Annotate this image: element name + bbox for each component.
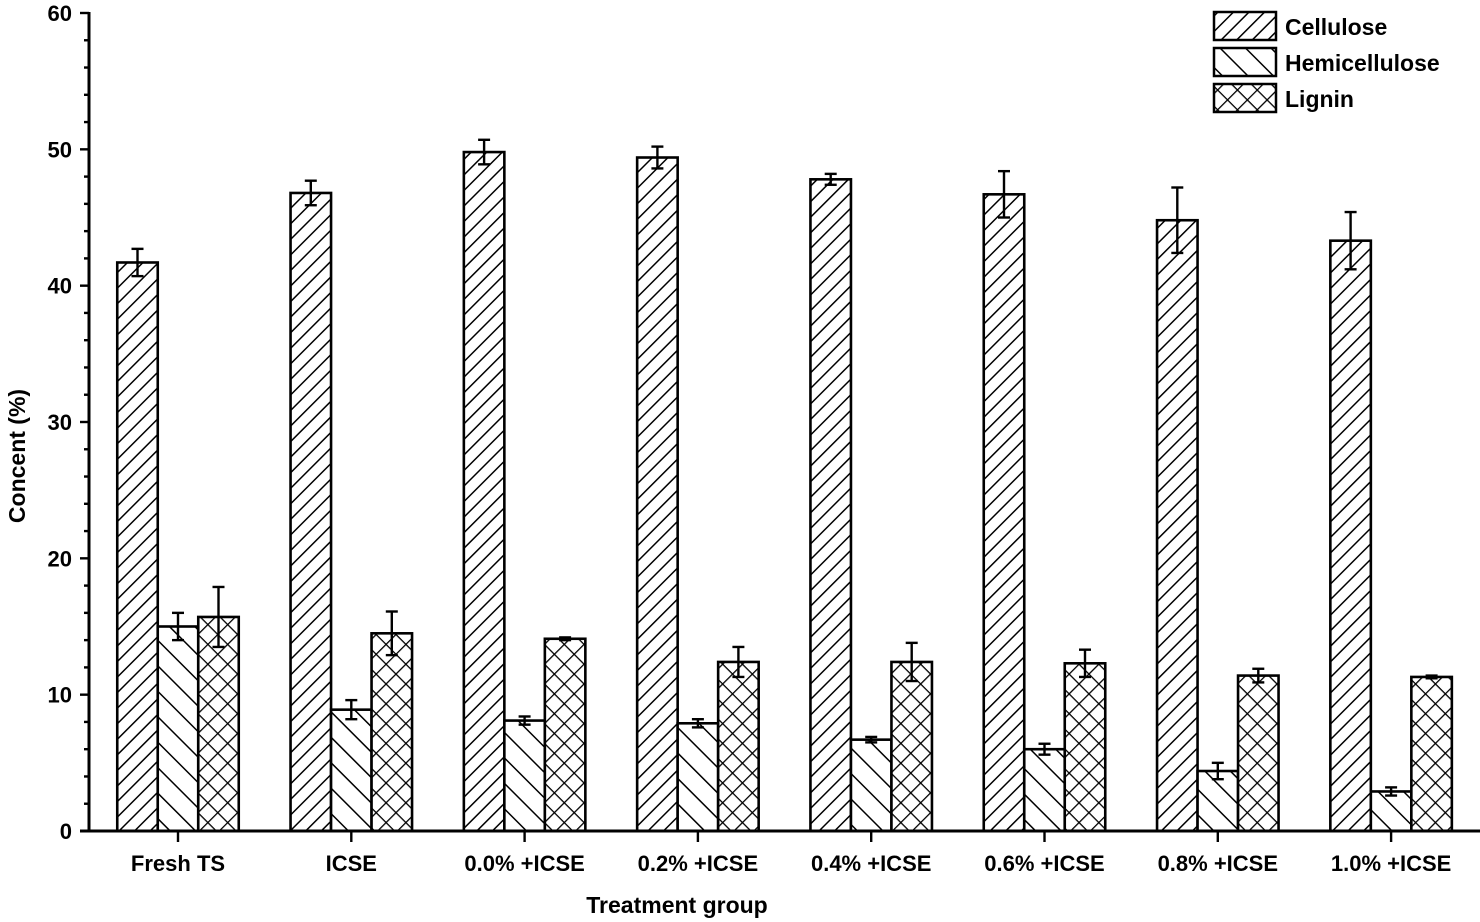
error-bar-cellulose xyxy=(304,179,317,207)
bar-hemicellulose xyxy=(329,708,373,833)
bar-lignin xyxy=(1063,662,1107,833)
bar-lignin xyxy=(370,632,414,833)
x-ticks: Fresh TS ICSE 0.0% +ICSE 0.2% +ICSE 0.4% +IC… xyxy=(131,831,1451,876)
legend: Cellulose Hemicellulose Lignin xyxy=(1212,10,1440,114)
error-bar-cellulose xyxy=(651,145,664,170)
y-tick-label: 60 xyxy=(48,1,72,26)
error-bar-cellulose xyxy=(478,138,491,166)
bar-hemicellulose xyxy=(849,738,893,833)
legend-label-lignin: Lignin xyxy=(1285,86,1354,112)
bar-cellulose xyxy=(1155,218,1199,833)
bar-hemicellulose xyxy=(156,625,200,833)
error-bar-cellulose xyxy=(1344,210,1357,271)
error-bar-lignin xyxy=(905,641,918,683)
bar-cellulose xyxy=(462,150,506,833)
x-tick-label: 0.4% +ICSE xyxy=(811,851,931,876)
bar-hemicellulose xyxy=(676,721,720,833)
bar-lignin xyxy=(716,660,760,833)
y-tick-label: 10 xyxy=(48,683,72,708)
error-bar-hemicellulose xyxy=(345,698,358,721)
cellulose-swatch xyxy=(1212,10,1278,42)
bar-cellulose xyxy=(289,191,333,833)
error-bar-cellulose xyxy=(131,247,144,278)
error-bar-lignin xyxy=(385,610,398,657)
y-axis-title: Concent (%) xyxy=(4,389,30,523)
error-bar-hemicellulose xyxy=(865,735,878,744)
legend-label-cellulose: Cellulose xyxy=(1285,14,1387,40)
axes: 0 10 20 30 40 50 60 Fresh TS ICSE 0.0% +ICSE 0.2%… xyxy=(48,1,1480,876)
bar-cellulose xyxy=(809,178,853,833)
legend-label-hemicellulose: Hemicellulose xyxy=(1285,50,1440,76)
error-bar-lignin xyxy=(732,645,745,679)
error-bar-hemicellulose xyxy=(172,611,184,642)
legend-item-hemicellulose: Hemicellulose xyxy=(1212,46,1440,78)
x-tick-label: 0.2% +ICSE xyxy=(638,851,758,876)
x-tick-label: 0.6% +ICSE xyxy=(984,851,1104,876)
error-bar-hemicellulose xyxy=(691,718,704,729)
error-bars-layer xyxy=(131,138,1438,797)
error-bar-hemicellulose xyxy=(1211,761,1224,781)
x-axis-title: Treatment group xyxy=(586,892,767,918)
x-tick-label: ICSE xyxy=(326,851,377,876)
bar-lignin xyxy=(1410,675,1454,833)
error-bar-cellulose xyxy=(824,172,837,186)
x-tick-label: 0.8% +ICSE xyxy=(1158,851,1278,876)
legend-item-cellulose: Cellulose xyxy=(1212,10,1387,42)
x-tick-label: Fresh TS xyxy=(131,851,225,876)
bar-lignin xyxy=(543,637,587,833)
lignin-swatch xyxy=(1212,82,1278,114)
bar-cellulose xyxy=(115,261,160,833)
y-ticks: 0 10 20 30 40 50 60 xyxy=(48,1,89,844)
bar-hemicellulose xyxy=(1022,747,1067,833)
y-tick-label: 50 xyxy=(48,137,72,162)
bar-hemicellulose xyxy=(1369,790,1413,833)
error-bar-hemicellulose xyxy=(518,715,531,726)
error-bar-hemicellulose xyxy=(1038,742,1051,756)
y-tick-label: 40 xyxy=(48,274,72,299)
x-tick-label: 0.0% +ICSE xyxy=(464,851,584,876)
y-tick-label: 0 xyxy=(60,819,72,844)
x-tick-label: 1.0% +ICSE xyxy=(1331,851,1451,876)
bar-lignin xyxy=(196,615,241,833)
error-bar-lignin xyxy=(1079,648,1091,679)
y-tick-label: 20 xyxy=(48,546,72,571)
bar-cellulose xyxy=(982,193,1026,833)
hemicellulose-swatch xyxy=(1212,46,1278,78)
error-bar-lignin xyxy=(1252,667,1265,684)
y-tick-label: 30 xyxy=(48,410,72,435)
legend-item-lignin: Lignin xyxy=(1212,82,1354,114)
error-bar-lignin xyxy=(559,636,572,642)
error-bar-cellulose xyxy=(998,169,1010,219)
bars-layer xyxy=(115,150,1454,833)
bar-cellulose xyxy=(635,156,679,833)
error-bar-lignin xyxy=(212,585,225,649)
error-bar-lignin xyxy=(1425,674,1438,680)
bar-lignin xyxy=(1236,674,1280,833)
error-bar-hemicellulose xyxy=(1385,786,1398,797)
error-bar-cellulose xyxy=(1171,186,1184,255)
bar-cellulose xyxy=(1329,239,1373,833)
bar-lignin xyxy=(890,660,934,833)
bar-hemicellulose xyxy=(503,719,547,833)
